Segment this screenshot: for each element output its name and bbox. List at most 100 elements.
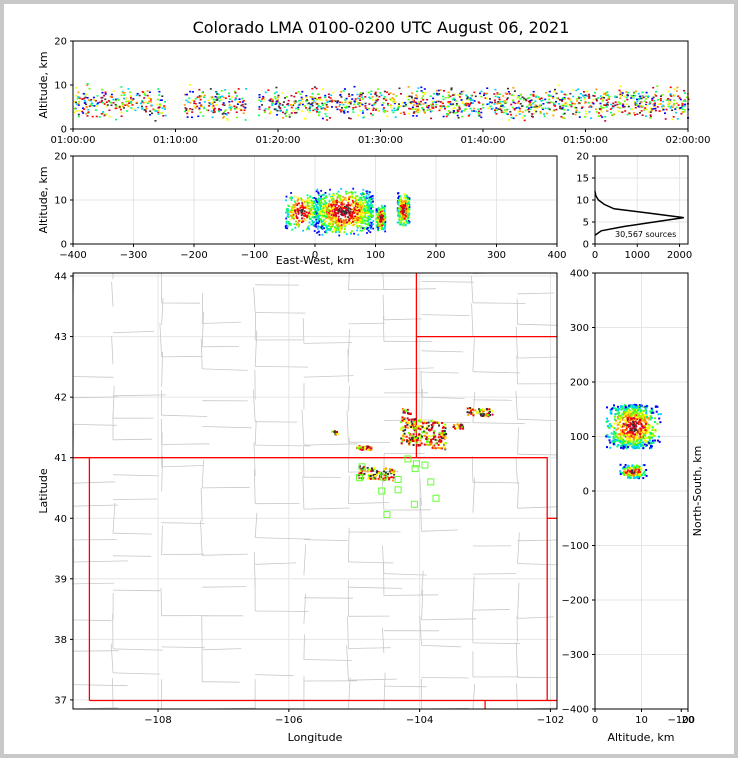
time-altitude-source-point xyxy=(96,102,99,104)
time-altitude-source-point xyxy=(299,93,302,95)
time-altitude-source-point xyxy=(613,113,616,116)
time-altitude-source-point xyxy=(563,117,566,119)
east-west-source-point xyxy=(340,206,343,208)
time-altitude-source-point xyxy=(149,99,152,101)
east-west-source-point xyxy=(359,219,362,222)
north-south-source-point xyxy=(620,446,622,449)
time-altitude-source-point xyxy=(519,98,522,100)
east-west-source-point xyxy=(379,213,381,216)
time-altitude-source-point xyxy=(91,105,94,107)
time-altitude-source-point xyxy=(203,94,206,97)
time-altitude-source-point xyxy=(218,97,221,99)
north-south-source-point xyxy=(616,423,619,426)
time-altitude-source-point xyxy=(340,110,343,113)
north-south-source-point xyxy=(635,406,638,409)
east-west-source-point xyxy=(356,213,359,216)
east-west-source-point xyxy=(329,217,331,219)
time-altitude-source-point xyxy=(601,100,604,102)
east-west-source-point xyxy=(290,209,293,211)
time-altitude-source-point xyxy=(446,113,448,115)
map-source-point xyxy=(406,422,409,425)
time-altitude-source-point xyxy=(639,105,642,107)
time-altitude-source-point xyxy=(638,102,641,105)
time-altitude-source-point xyxy=(304,105,306,107)
time-altitude-source-point xyxy=(77,113,80,116)
map-source-point xyxy=(432,420,435,423)
time-altitude-source-point xyxy=(654,102,656,105)
map-source-point xyxy=(430,424,433,426)
north-south-source-point xyxy=(627,411,629,414)
east-west-source-point xyxy=(363,207,366,210)
map-source-point xyxy=(409,433,412,436)
time-altitude-source-point xyxy=(187,110,190,112)
map-source-point xyxy=(433,436,436,439)
time-altitude-source-point xyxy=(393,98,396,101)
east-west-source-point xyxy=(383,205,386,208)
county-border-segment xyxy=(202,321,241,324)
east-west-source-point xyxy=(377,215,380,218)
time-altitude-source-point xyxy=(262,98,265,101)
east-west-source-point xyxy=(334,226,336,229)
east-west-source-point xyxy=(319,208,322,211)
east-west-source-point xyxy=(302,220,304,223)
east-west-source-point xyxy=(318,218,321,221)
county-border-segment xyxy=(348,437,350,473)
time-altitude-source-point xyxy=(504,92,507,94)
east-west-source-point xyxy=(338,225,341,228)
map-source-point xyxy=(480,414,483,417)
east-west-source-point xyxy=(403,211,405,213)
time-altitude-source-point xyxy=(582,94,585,97)
east-west-source-point xyxy=(330,218,332,221)
time-altitude-source-point xyxy=(105,105,108,108)
time-altitude-source-point xyxy=(669,94,672,96)
map-source-point xyxy=(393,473,396,476)
time-altitude-source-point xyxy=(483,92,486,95)
north-south-source-point xyxy=(606,446,608,449)
time-altitude-source-point xyxy=(274,97,277,100)
north-south-source-point xyxy=(633,470,636,473)
time-altitude-source-point xyxy=(508,119,510,121)
time-altitude-source-point xyxy=(469,107,472,110)
time-altitude-source-point xyxy=(242,105,245,108)
north-south-source-point xyxy=(637,409,640,412)
east-west-source-point xyxy=(369,196,372,198)
time-altitude-source-point xyxy=(76,110,79,112)
north-south-source-point xyxy=(625,412,628,415)
north-south-source-point xyxy=(621,443,624,446)
time-altitude-source-point xyxy=(442,98,445,101)
time-altitude-source-point xyxy=(586,90,589,93)
east-west-source-point xyxy=(366,208,369,211)
time-altitude-source-point xyxy=(590,117,593,119)
time-altitude-source-point xyxy=(494,101,497,104)
east-west-source-point xyxy=(372,223,374,225)
county-border-segment xyxy=(348,678,397,681)
time-altitude-source-point xyxy=(572,113,575,115)
map-source-point xyxy=(430,428,433,431)
time-altitude-source-point xyxy=(547,94,550,96)
north-south-source-point xyxy=(651,426,654,429)
time-altitude-xtick-label: 01:50:00 xyxy=(563,135,608,146)
time-altitude-source-point xyxy=(86,115,89,117)
map-source-point xyxy=(368,477,371,479)
east-west-source-point xyxy=(303,212,306,215)
time-altitude-source-point xyxy=(494,109,496,111)
time-altitude-source-point xyxy=(123,92,126,94)
time-altitude-source-point xyxy=(215,104,218,106)
north-south-source-point xyxy=(622,408,624,410)
time-altitude-source-point xyxy=(513,108,516,111)
east-west-source-point xyxy=(365,226,368,229)
histogram-ytick-label: 5 xyxy=(583,218,589,229)
time-altitude-ticks: 01:00:00 01:10:00 01:20:00 01:30:00 01:40:00… xyxy=(51,37,711,147)
time-altitude-source-point xyxy=(308,102,310,104)
east-west-source-point xyxy=(354,223,357,225)
time-altitude-source-point xyxy=(372,104,375,106)
time-altitude-source-point xyxy=(681,103,684,105)
map-source-point xyxy=(483,409,486,412)
time-altitude-source-point xyxy=(517,100,520,103)
map-source-point xyxy=(366,467,369,469)
east-west-source-point xyxy=(338,222,341,224)
time-altitude-source-point xyxy=(528,104,531,106)
east-west-source-point xyxy=(309,195,312,198)
east-west-source-point xyxy=(381,207,383,209)
